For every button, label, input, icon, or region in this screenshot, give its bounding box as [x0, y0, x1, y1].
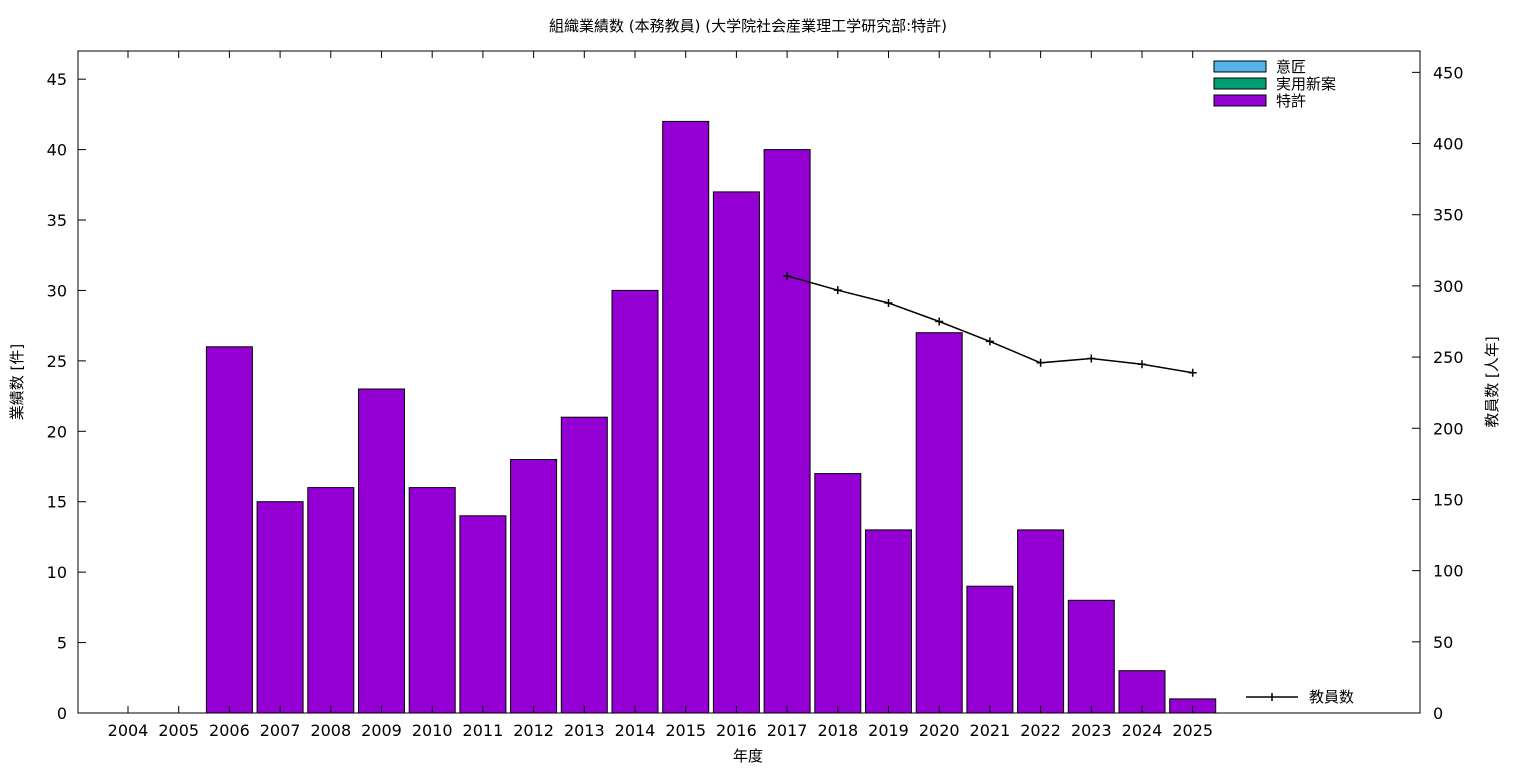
y2-axis-label: 教員数 [人年] [1483, 336, 1501, 427]
y2-tick-200: 200 [1433, 419, 1464, 438]
y-tick-40: 40 [47, 141, 67, 160]
bar-2010 [408, 487, 456, 714]
point-2017 [783, 271, 792, 280]
bar-2015 [662, 120, 710, 714]
y-tick-25: 25 [47, 352, 67, 371]
y-tick-20: 20 [47, 422, 67, 441]
x-tick-2021: 2021 [970, 721, 1011, 740]
x-tick-2025: 2025 [1172, 721, 1213, 740]
y-tick-10: 10 [47, 563, 67, 582]
y2-tick-450: 450 [1433, 63, 1464, 82]
x-tick-2005: 2005 [158, 721, 199, 740]
y2-tick-250: 250 [1433, 348, 1464, 367]
y2-tick-400: 400 [1433, 135, 1464, 154]
y-tick-30: 30 [47, 281, 67, 300]
x-tick-2023: 2023 [1071, 721, 1112, 740]
x-tick-2015: 2015 [665, 721, 706, 740]
point-2024 [1138, 360, 1146, 369]
x-tick-2010: 2010 [412, 721, 453, 740]
x-tick-2016: 2016 [716, 721, 757, 740]
legend-swatch-2 [1213, 94, 1267, 107]
x-tick-2007: 2007 [260, 721, 301, 740]
legend-swatch-1 [1213, 77, 1267, 90]
bar-2024 [1118, 670, 1166, 714]
x-tick-2004: 2004 [108, 721, 149, 740]
point-2022 [1036, 358, 1045, 367]
x-tick-2017: 2017 [767, 721, 808, 740]
chart-title: 組織業績数 (本務教員) (大学院社会産業理工学研究部:特許) [549, 17, 947, 35]
x-tick-2013: 2013 [564, 721, 605, 740]
point-2018 [833, 286, 842, 295]
axes-layer: 0510152025303540450501001502002503003504… [47, 51, 1464, 740]
point-2019 [884, 298, 893, 307]
x-tick-2019: 2019 [868, 721, 909, 740]
bar-2009 [358, 388, 405, 714]
bar-2012 [510, 459, 558, 714]
line-teacher-count [786, 275, 1193, 374]
x-tick-2009: 2009 [361, 721, 402, 740]
x-axis-label: 年度 [733, 747, 763, 765]
bar-2021 [966, 585, 1014, 714]
bar-2016 [712, 191, 760, 714]
x-tick-2018: 2018 [817, 721, 858, 740]
y-tick-5: 5 [57, 634, 67, 653]
bar-2007 [256, 501, 304, 714]
y-tick-15: 15 [47, 493, 67, 512]
bar-2014 [611, 289, 659, 714]
bar-2022 [1017, 529, 1065, 714]
point-2021 [985, 337, 994, 346]
bar-2023 [1067, 599, 1115, 714]
y-tick-0: 0 [57, 704, 67, 723]
y2-tick-350: 350 [1433, 206, 1464, 225]
x-tick-2020: 2020 [919, 721, 960, 740]
x-tick-2014: 2014 [615, 721, 656, 740]
legend-label-line: 教員数 [1309, 688, 1354, 706]
bars-layer [205, 120, 1217, 714]
x-tick-2006: 2006 [209, 721, 250, 740]
x-tick-2011: 2011 [463, 721, 504, 740]
bar-2019 [865, 529, 912, 714]
legend-label-2: 特許 [1276, 92, 1306, 110]
y2-tick-0: 0 [1433, 704, 1443, 723]
point-2023 [1087, 354, 1096, 363]
y-tick-45: 45 [47, 70, 67, 89]
legend-label-1: 実用新案 [1276, 75, 1336, 93]
y2-tick-150: 150 [1433, 490, 1464, 509]
y2-tick-100: 100 [1433, 562, 1464, 581]
y-axis-label: 業績数 [件] [8, 344, 26, 420]
bar-2011 [459, 515, 507, 714]
legend-label-0: 意匠 [1276, 58, 1306, 76]
plot-frame [77, 50, 1421, 714]
bar-2020 [915, 332, 963, 714]
x-tick-2024: 2024 [1122, 721, 1163, 740]
y-tick-35: 35 [47, 211, 67, 230]
bar-2008 [307, 487, 355, 714]
legend-swatch-0 [1213, 60, 1267, 73]
bar-2018 [814, 473, 862, 714]
x-tick-2008: 2008 [310, 721, 351, 740]
y2-tick-300: 300 [1433, 277, 1464, 296]
x-tick-2022: 2022 [1020, 721, 1061, 740]
y2-tick-50: 50 [1433, 633, 1453, 652]
bar-2006 [205, 346, 253, 714]
line-layer [783, 271, 1197, 377]
bar-2013 [560, 416, 608, 714]
point-2020 [935, 317, 944, 326]
x-tick-2012: 2012 [513, 721, 554, 740]
bar-2017 [763, 149, 811, 714]
point-2025 [1188, 368, 1197, 377]
